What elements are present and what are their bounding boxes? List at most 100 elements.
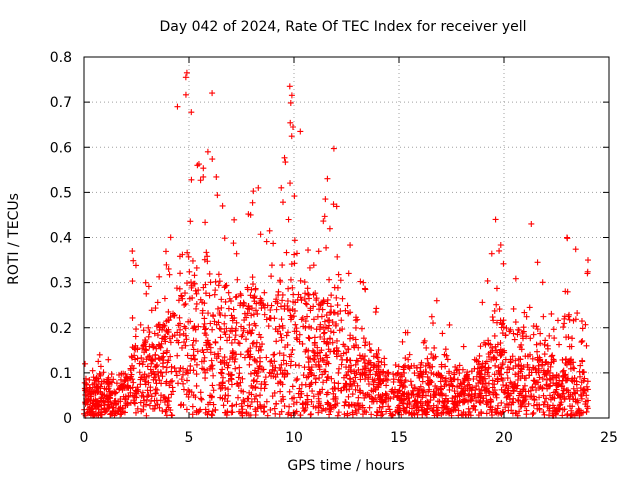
roti-point (326, 225, 333, 232)
roti-point (361, 342, 368, 349)
roti-point (387, 395, 394, 402)
roti-point (158, 340, 165, 347)
roti-point (377, 393, 384, 400)
roti-point (362, 286, 369, 293)
roti-point (294, 375, 301, 382)
roti-point (179, 371, 186, 378)
roti-point (560, 372, 567, 379)
roti-point (438, 363, 445, 370)
roti-point (254, 398, 261, 405)
roti-point (84, 398, 91, 405)
roti-point (206, 270, 213, 277)
roti-point (189, 294, 196, 301)
roti-point (124, 400, 131, 407)
x-tick-label: 0 (80, 430, 89, 446)
roti-point (310, 356, 317, 363)
roti-point (225, 305, 232, 312)
roti-point (202, 375, 209, 382)
x-tick-label: 5 (185, 430, 194, 446)
roti-point (502, 404, 509, 411)
roti-point (473, 383, 480, 390)
roti-point (219, 395, 226, 402)
roti-point (494, 375, 501, 382)
roti-point (515, 363, 522, 370)
roti-point (236, 340, 243, 347)
roti-point (328, 375, 335, 382)
roti-point (543, 381, 550, 388)
roti-point (510, 305, 517, 312)
roti-point (312, 361, 319, 368)
roti-point (491, 381, 498, 388)
roti-point (414, 393, 421, 400)
roti-point (334, 400, 341, 407)
roti-point (509, 353, 516, 360)
roti-point (461, 377, 468, 384)
roti-point (410, 392, 417, 399)
roti-point (567, 359, 574, 366)
roti-point (508, 407, 515, 414)
roti-point (427, 397, 434, 404)
roti-point (83, 389, 90, 396)
x-tick-labels: 0 5 10 15 20 25 (80, 430, 618, 446)
roti-point (274, 371, 281, 378)
roti-point (315, 404, 322, 411)
roti-point (504, 375, 511, 382)
roti-point (569, 375, 576, 382)
roti-point (95, 358, 102, 365)
roti-point (578, 395, 585, 402)
roti-point (306, 264, 313, 271)
roti-point (187, 218, 194, 225)
roti-point (232, 365, 239, 372)
roti-point (385, 403, 392, 410)
roti-point (454, 390, 461, 397)
roti-point (439, 404, 446, 411)
roti-point (347, 376, 354, 383)
roti-point (481, 383, 488, 390)
roti-point (300, 372, 307, 379)
roti-point (383, 382, 390, 389)
roti-point (481, 339, 488, 346)
roti-point (518, 392, 525, 399)
roti-point (412, 397, 419, 404)
roti-point (417, 364, 424, 371)
roti-point (129, 278, 136, 285)
roti-point (390, 394, 397, 401)
roti-point (489, 347, 496, 354)
roti-point (86, 406, 93, 413)
roti-point (216, 278, 223, 285)
roti-point (293, 334, 300, 341)
roti-point (382, 372, 389, 379)
roti-point (141, 378, 148, 385)
roti-point (261, 304, 268, 311)
roti-point (462, 411, 469, 418)
roti-point (290, 409, 297, 416)
roti-point (573, 381, 580, 388)
roti-point (118, 410, 125, 417)
roti-point (255, 184, 262, 191)
roti-point (463, 372, 470, 379)
roti-point (498, 324, 505, 331)
roti-point (377, 369, 384, 376)
roti-point (319, 306, 326, 313)
roti-point (544, 342, 551, 349)
roti-point (357, 278, 364, 285)
roti-point (354, 316, 361, 323)
roti-point (289, 124, 296, 131)
roti-point (311, 334, 318, 341)
roti-point (345, 393, 352, 400)
roti-point (493, 391, 500, 398)
roti-point (157, 369, 164, 376)
roti-point (166, 271, 173, 278)
roti-point (489, 377, 496, 384)
roti-point (193, 300, 200, 307)
roti-point (356, 352, 363, 359)
roti-point (98, 380, 105, 387)
roti-point (505, 385, 512, 392)
roti-point (221, 354, 228, 361)
roti-point (370, 398, 377, 405)
roti-point (284, 341, 291, 348)
roti-point (287, 316, 294, 323)
roti-point (247, 211, 254, 218)
roti-point (333, 203, 340, 210)
roti-point (207, 365, 214, 372)
